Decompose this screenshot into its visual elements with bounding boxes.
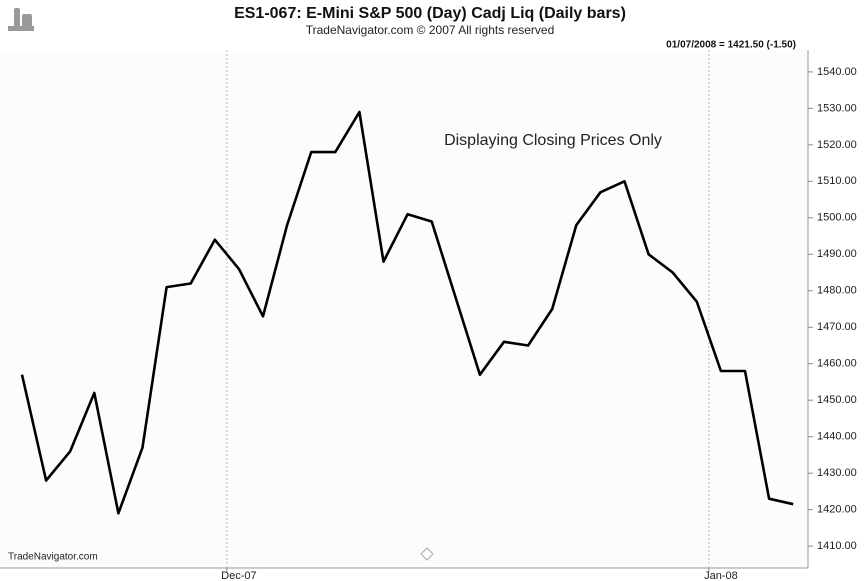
y-tick-label: 1520.00 xyxy=(817,139,857,151)
y-tick-label: 1420.00 xyxy=(817,504,857,516)
chart-title: ES1-067: E-Mini S&P 500 (Day) Cadj Liq (… xyxy=(234,5,626,22)
y-tick-label: 1460.00 xyxy=(817,358,857,370)
subtitle: TradeNavigator.com © 2007 All rights res… xyxy=(306,23,555,37)
watermark: TradeNavigator.com xyxy=(8,552,98,563)
y-tick-label: 1430.00 xyxy=(817,467,857,479)
marker-icon xyxy=(420,547,434,561)
y-tick-label: 1470.00 xyxy=(817,321,857,333)
y-tick-label: 1480.00 xyxy=(817,285,857,297)
y-tick-label: 1450.00 xyxy=(817,394,857,406)
y-tick-label: 1410.00 xyxy=(817,540,857,552)
x-tick-label: Dec-07 xyxy=(221,570,256,581)
y-tick-label: 1530.00 xyxy=(817,102,857,114)
y-tick-label: 1510.00 xyxy=(817,175,857,187)
y-tick-label: 1540.00 xyxy=(817,66,857,78)
annotation: Displaying Closing Prices Only xyxy=(444,132,662,149)
y-tick-label: 1500.00 xyxy=(817,212,857,224)
logo-icon xyxy=(8,8,34,31)
plot-area xyxy=(0,50,808,568)
info-readout: 01/07/2008 = 1421.50 (-1.50) xyxy=(666,40,796,51)
price-line xyxy=(20,110,794,515)
x-tick-label: Jan-08 xyxy=(704,570,738,581)
y-tick-label: 1440.00 xyxy=(817,431,857,443)
y-tick-label: 1490.00 xyxy=(817,248,857,260)
